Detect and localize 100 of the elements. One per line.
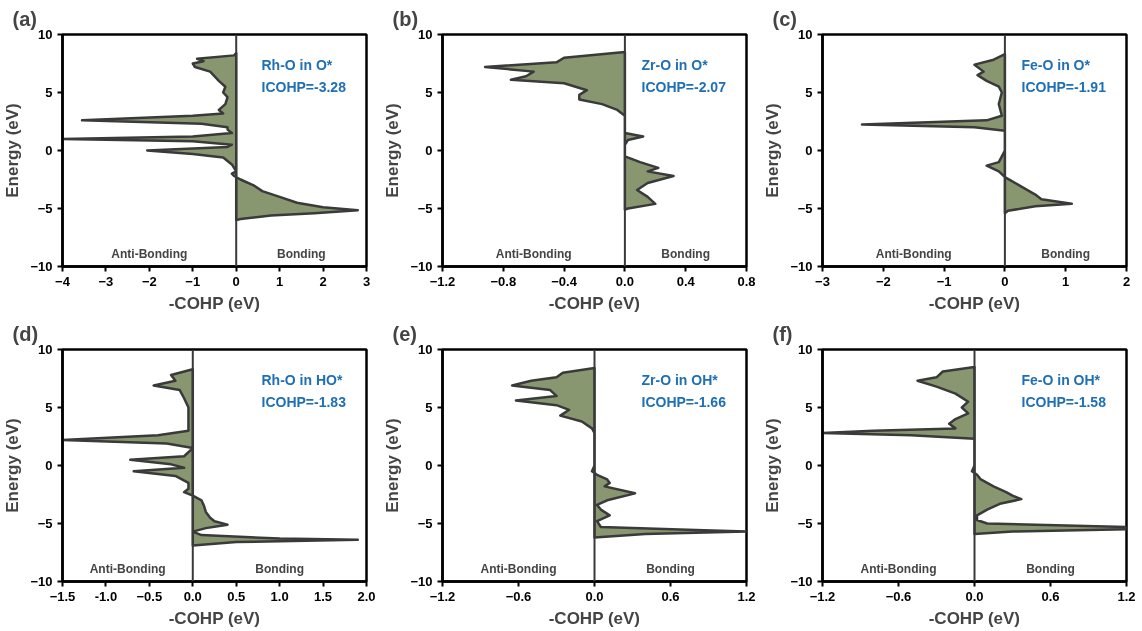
x-tick-label: 0.5 (227, 588, 246, 604)
y-tick-label: 5 (425, 85, 433, 100)
annotation: Bonding (1041, 246, 1091, 261)
x-tick-label: −0.8 (490, 273, 517, 289)
annotation: Zr-O in OH* (641, 371, 719, 388)
x-tick-label: 2 (1122, 273, 1131, 289)
x-axis-title: -COHP (eV) (168, 293, 260, 313)
annotation: Anti-Bonding (111, 246, 188, 261)
y-tick-label: 5 (45, 85, 53, 100)
annotation: Anti-Bonding (860, 561, 937, 576)
chart-title: (c) (772, 7, 797, 30)
x-axis-title: -COHP (eV) (548, 293, 640, 313)
x-axis-title: -COHP (eV) (928, 608, 1020, 628)
y-tick-label: 0 (425, 458, 433, 473)
x-tick-label: -1.0 (94, 588, 118, 604)
chart-title: (f) (772, 322, 793, 345)
y-tick-label: 10 (38, 27, 53, 42)
x-axis-title: -COHP (eV) (548, 608, 640, 628)
x-tick-label: 1.2 (737, 588, 756, 604)
x-tick-label: −0.6 (505, 588, 532, 604)
y-tick-label: 0 (805, 143, 813, 158)
annotation: ICOHP=-1.66 (641, 393, 727, 410)
y-tick-label: −10 (30, 574, 53, 589)
y-tick-label: 10 (798, 342, 813, 357)
x-tick-label: 1 (1062, 273, 1070, 289)
x-tick-label: −0.5 (136, 588, 163, 604)
x-tick-label: −1 (936, 273, 952, 289)
x-tick-label: 1.2 (1117, 588, 1136, 604)
chart-title: (d) (12, 322, 39, 345)
annotation: Anti-Bonding (875, 246, 952, 261)
y-tick-label: 5 (805, 400, 813, 415)
y-tick-label: −5 (37, 516, 53, 531)
y-tick-label: −10 (410, 574, 433, 589)
y-tick-label: −5 (37, 201, 53, 216)
y-axis-title: Energy (eV) (763, 418, 783, 513)
annotation: Fe-O in OH* (1021, 371, 1101, 388)
y-axis-title: Energy (eV) (3, 103, 23, 198)
x-tick-label: 0.6 (1041, 588, 1060, 604)
annotation: Anti-Bonding (495, 246, 572, 261)
y-tick-label: 5 (425, 400, 433, 415)
x-tick-label: 0.8 (737, 273, 756, 289)
y-tick-label: 0 (805, 458, 813, 473)
y-tick-label: −5 (417, 201, 433, 216)
annotation: ICOHP=-1.91 (1021, 78, 1107, 95)
x-tick-label: 0 (1001, 273, 1009, 289)
x-tick-label: 0.0 (615, 273, 634, 289)
x-tick-label: −2 (875, 273, 891, 289)
y-axis-title: Energy (eV) (763, 103, 783, 198)
x-tick-label: 1.0 (270, 588, 289, 604)
y-axis-title: Energy (eV) (383, 103, 403, 198)
y-tick-label: −10 (790, 259, 813, 274)
x-tick-label: 0 (232, 273, 240, 289)
x-tick-label: −2 (141, 273, 157, 289)
y-tick-label: −5 (797, 201, 813, 216)
y-tick-label: −10 (790, 574, 813, 589)
y-tick-label: −10 (410, 259, 433, 274)
annotation: ICOHP=-1.83 (261, 393, 347, 410)
annotation: ICOHP=-3.28 (261, 78, 347, 95)
x-tick-label: 0.0 (965, 588, 984, 604)
annotation: Bonding (661, 246, 711, 261)
annotation: Bonding (646, 561, 695, 576)
x-tick-label: −1.5 (49, 588, 76, 604)
x-tick-label: −3 (815, 273, 830, 289)
x-tick-label: −3 (98, 273, 114, 289)
annotation: Anti-Bonding (480, 561, 557, 576)
y-tick-label: −5 (797, 516, 813, 531)
x-tick-label: −1 (185, 273, 201, 289)
annotation: ICOHP=-1.58 (1021, 393, 1107, 410)
chart-title: (b) (392, 7, 419, 30)
x-tick-label: −1.2 (429, 588, 456, 604)
x-tick-label: 0.6 (661, 588, 680, 604)
y-tick-label: 5 (805, 85, 813, 100)
x-tick-label: −4 (55, 273, 71, 289)
x-tick-label: 3 (362, 273, 371, 289)
x-tick-label: 0.0 (585, 588, 604, 604)
chart-title: (e) (392, 322, 417, 345)
x-tick-label: 1 (276, 273, 284, 289)
annotation: Bonding (1026, 561, 1075, 576)
y-axis-title: Energy (eV) (3, 418, 23, 513)
annotation: Bonding (255, 561, 304, 576)
y-axis-title: Energy (eV) (383, 418, 403, 513)
x-tick-label: 2 (319, 273, 327, 289)
annotation: ICOHP=-2.07 (641, 78, 727, 95)
x-tick-label: 2.0 (357, 588, 376, 604)
annotation: Fe-O in O* (1021, 56, 1091, 73)
annotation: Bonding (277, 246, 326, 261)
x-axis-title: -COHP (eV) (168, 608, 260, 628)
annotation: Zr-O in O* (641, 56, 709, 73)
x-tick-label: 0.4 (676, 273, 696, 289)
y-tick-label: 10 (418, 27, 433, 42)
y-tick-label: −10 (30, 259, 53, 274)
y-tick-label: 0 (425, 143, 433, 158)
y-tick-label: −5 (417, 516, 433, 531)
x-tick-label: 1.5 (314, 588, 333, 604)
y-tick-label: 10 (38, 342, 53, 357)
x-tick-label: −0.4 (551, 273, 578, 289)
x-tick-label: −1.2 (429, 273, 456, 289)
x-axis-title: -COHP (eV) (928, 293, 1020, 313)
y-tick-label: 10 (798, 27, 813, 42)
x-tick-label: −1.2 (809, 588, 836, 604)
